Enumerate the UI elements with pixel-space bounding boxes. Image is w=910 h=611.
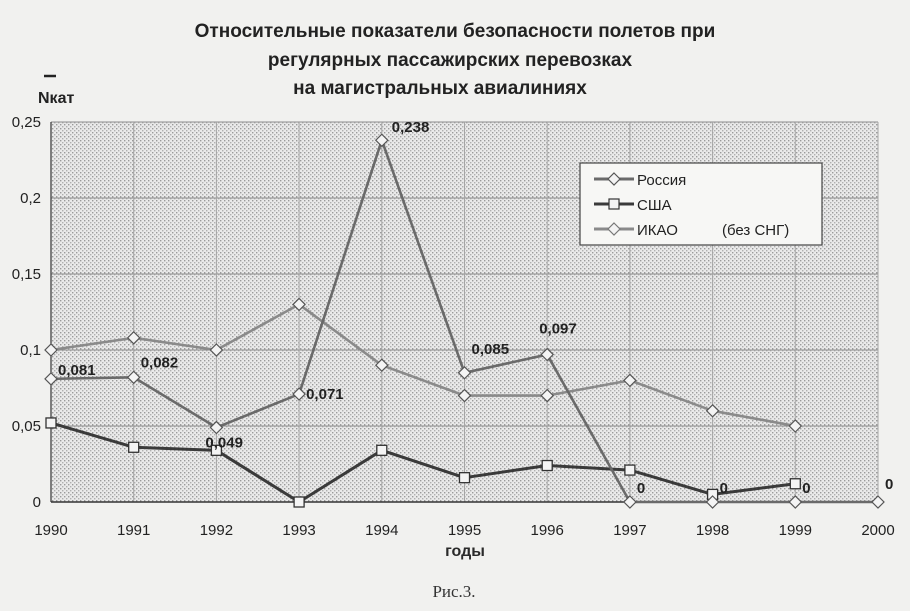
data-point <box>624 464 636 476</box>
data-label: 0,238 <box>392 119 430 136</box>
legend-marker-usa <box>608 198 620 210</box>
figure-caption: Рис.3. <box>432 582 475 601</box>
data-point <box>126 370 141 385</box>
chart-title-line: Относительные показатели безопасности по… <box>195 21 716 42</box>
data-point <box>541 459 553 472</box>
legend-marker-russia <box>607 172 621 186</box>
data-point <box>128 441 140 453</box>
y-axis-label-text: Nкат <box>38 90 74 107</box>
data-label: 0,081 <box>58 362 96 379</box>
data-point <box>209 343 224 357</box>
data-point <box>871 495 885 509</box>
data-point <box>44 372 58 386</box>
data-point <box>457 388 472 403</box>
series-line <box>50 303 796 428</box>
series-russia <box>44 133 885 509</box>
data-point <box>540 347 555 362</box>
x-tick-label: 1999 <box>779 522 812 539</box>
data-point <box>44 343 58 357</box>
data-label: 0 <box>802 480 810 497</box>
x-tick-label: 1992 <box>200 522 233 539</box>
x-axis-label: годы <box>445 543 485 560</box>
series-layer <box>44 133 885 509</box>
data-label: 0,097 <box>539 321 577 338</box>
data-point <box>292 297 306 312</box>
legend-label-icao-note: (без СНГ) <box>722 222 789 239</box>
legend-marker-icao <box>607 222 621 236</box>
legend-label-russia: Россия <box>637 172 686 189</box>
y-tick-labels: 0 0,05 0,1 0,15 0,2 0,25 <box>12 114 41 511</box>
data-point <box>623 373 637 388</box>
legend-label-icao: ИКАО <box>637 222 678 239</box>
data-point <box>457 365 472 380</box>
legend-item-usa: США <box>594 197 672 214</box>
x-tick-label: 1998 <box>696 522 729 539</box>
x-tick-label: 1995 <box>448 522 481 539</box>
x-tick-label: 1996 <box>531 522 564 539</box>
series-line <box>50 421 796 504</box>
chart-title-line: на магистральных авиалиниях <box>293 78 587 99</box>
data-point <box>210 444 223 456</box>
chart-title: Относительные показатели безопасности по… <box>195 21 716 99</box>
x-tick-label: 1991 <box>117 522 150 539</box>
y-tick-label: 0,1 <box>20 342 41 359</box>
legend-label-usa: США <box>637 197 672 214</box>
data-point <box>705 403 720 418</box>
y-tick-label: 0,15 <box>12 266 41 283</box>
data-point <box>789 478 801 490</box>
data-point <box>292 387 306 401</box>
data-point <box>705 495 720 509</box>
series-icao <box>44 297 803 433</box>
data-point <box>623 495 637 509</box>
data-point <box>45 417 57 429</box>
y-tick-label: 0,2 <box>20 190 41 207</box>
x-tick-label: 1997 <box>613 522 646 539</box>
y-tick-label: 0 <box>33 494 41 511</box>
legend-item-icao: ИКАО (без СНГ) <box>594 222 789 239</box>
data-label: 0,085 <box>472 341 510 358</box>
data-point <box>540 388 555 403</box>
data-label: 0,049 <box>205 435 243 452</box>
data-point <box>376 444 388 456</box>
x-tick-label: 2000 <box>861 522 894 539</box>
x-tick-labels: 1990 1991 1992 1993 1994 1995 1996 1997 1998 1999… <box>34 522 894 539</box>
data-point <box>374 358 389 373</box>
y-axis-label: Nкат <box>38 74 74 107</box>
x-tick-label: 1994 <box>365 522 398 539</box>
y-tick-label: 0,05 <box>12 418 41 435</box>
y-tick-label: 0,25 <box>12 114 41 131</box>
data-label: 0 <box>885 476 893 493</box>
data-point <box>209 420 224 435</box>
data-point <box>458 472 471 484</box>
data-point <box>126 330 141 345</box>
x-tick-label: 1990 <box>34 522 67 539</box>
x-tick-label: 1993 <box>282 522 315 539</box>
legend: Россия США ИКАО (без СНГ) <box>579 162 823 246</box>
series-usa <box>45 417 801 508</box>
data-labels: 0,081 0,082 0,049 0,071 0,238 0,085 0,097 0 0 0 0 <box>58 119 893 497</box>
data-label: 0 <box>637 480 645 497</box>
chart-title-line: регулярных пассажирских перевозках <box>268 50 633 71</box>
data-point <box>293 496 305 508</box>
data-label: 0,082 <box>141 354 179 371</box>
legend-item-russia: Россия <box>594 172 686 189</box>
data-point <box>788 419 803 433</box>
data-point <box>374 133 389 148</box>
data-label: 0,071 <box>306 386 344 403</box>
data-label: 0 <box>720 480 728 497</box>
data-point <box>788 495 803 509</box>
